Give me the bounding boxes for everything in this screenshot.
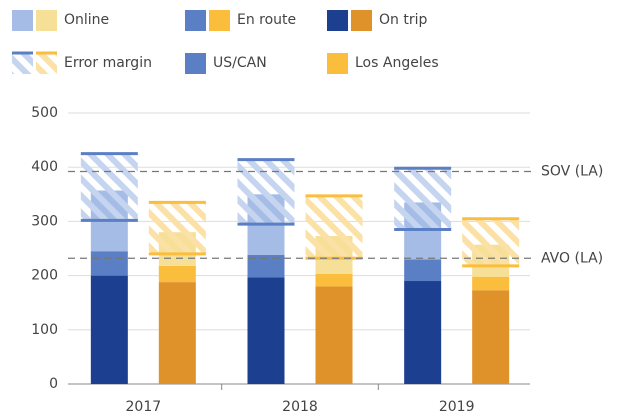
bar-segment [90,275,128,384]
legend-swatch [185,53,206,74]
x-tick-label: 2019 [439,399,475,415]
bar-segment [472,276,510,291]
legend-swatch [36,10,57,31]
legend-label: Error margin [64,55,152,71]
reference-label: AVO (LA) [541,250,603,266]
y-tick-label: 500 [31,105,58,121]
error-margin [394,168,452,230]
x-tick-label: 2017 [126,399,162,415]
y-tick-label: 0 [49,376,58,392]
bar-segment [247,255,285,278]
legend-label: Los Angeles [355,55,439,71]
legend-label: En route [237,12,296,28]
bar-segment [315,273,353,287]
x-tick-label: 2018 [282,399,318,415]
bar-segment [404,281,442,384]
legend-swatch [12,10,33,31]
reference-label: SOV (LA) [541,164,603,180]
bar-segment [315,286,353,384]
bar-segment [158,282,196,384]
legend-swatch [327,53,348,74]
legend-swatch [12,53,33,74]
legend-swatch [36,53,57,74]
error-margin [148,202,206,254]
legend-label: Online [64,12,109,28]
y-tick-label: 200 [31,268,58,284]
bar-segment [247,277,285,384]
legend-label: US/CAN [213,55,267,71]
legend-label: On trip [379,12,427,28]
bar-segment [472,290,510,384]
y-tick-label: 400 [31,159,58,175]
legend-swatch [351,10,372,31]
bar-segment [158,265,196,283]
y-tick-label: 100 [31,322,58,338]
legend-swatch [185,10,206,31]
bar-segment [90,251,128,276]
legend-swatch [327,10,348,31]
error-margin [305,195,363,259]
error-margin [237,159,295,225]
y-tick-label: 300 [31,213,58,229]
legend-swatch [209,10,230,31]
bar-segment [404,259,442,282]
error-margin [80,153,138,221]
